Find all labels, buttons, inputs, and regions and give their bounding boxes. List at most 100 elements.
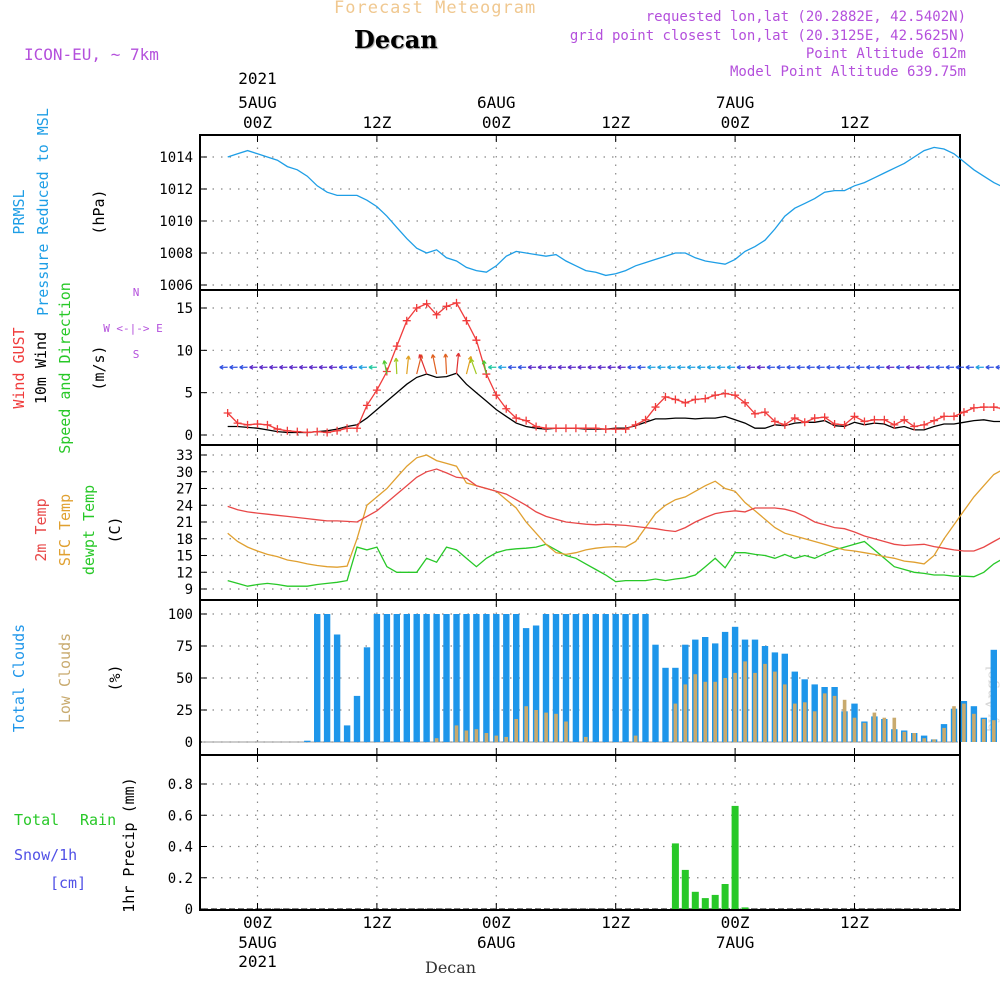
- wind-gust-marker: [362, 401, 371, 410]
- y-tick-label: 1010: [159, 214, 193, 230]
- bottom-axis-label: 5AUG: [238, 933, 277, 952]
- wind-gust-marker: [691, 395, 700, 404]
- wind-gust-marker: [442, 302, 451, 311]
- low-clouds-bar: [812, 711, 817, 742]
- y-tick-label: 12: [176, 565, 193, 581]
- wind-direction-arrow: [846, 364, 855, 370]
- bottom-axis-label: 7AUG: [716, 933, 755, 952]
- wind-gust-marker: [741, 398, 750, 407]
- wind-direction-arrow: [577, 364, 586, 370]
- wind-gust-marker: [810, 414, 819, 423]
- panel-frame: [199, 444, 961, 601]
- wind-gust-marker: [571, 424, 580, 433]
- wind-gust-marker: [552, 424, 560, 433]
- low-clouds-bar: [793, 703, 797, 742]
- y-tick-label: 27: [176, 482, 193, 498]
- wind-gust-marker: [979, 403, 988, 412]
- wind-direction-arrow: [219, 364, 228, 370]
- wind-direction-arrow: [318, 364, 328, 370]
- low-clouds-bar: [942, 727, 946, 742]
- low-clouds-bar: [803, 702, 807, 742]
- wind-gust-marker: [223, 408, 232, 417]
- low-clouds-bar: [932, 739, 936, 742]
- wind-direction-arrow: [736, 364, 746, 370]
- y-tick-label: 0.8: [168, 777, 193, 793]
- total-clouds-bar: [363, 647, 371, 742]
- rain-bar: [701, 898, 709, 909]
- wind-gust-marker: [910, 422, 919, 431]
- wind-gust-marker: [253, 419, 262, 428]
- wind-direction-arrow: [945, 364, 955, 370]
- wind-direction-arrow: [607, 364, 616, 370]
- wind-gust-marker: [412, 304, 421, 312]
- y-label-total-clouds: Total Clouds: [10, 624, 28, 732]
- wind-gust-marker: [432, 310, 441, 319]
- wind-direction-arrow: [746, 364, 756, 370]
- total-clouds-bar: [393, 614, 400, 742]
- wind-direction-arrow: [289, 364, 298, 370]
- low-clouds-bar: [564, 721, 568, 742]
- y-label-percent: (%): [106, 664, 124, 691]
- wind-direction-arrow: [430, 354, 438, 375]
- low-clouds-bar: [673, 703, 678, 742]
- y-tick-label: 75: [176, 639, 193, 655]
- wind-direction-arrow: [706, 364, 716, 370]
- wind-gust-marker: [790, 414, 799, 423]
- panel-frame: [199, 134, 961, 291]
- wind-direction-arrow: [547, 364, 557, 370]
- low-clouds-bar: [892, 717, 897, 742]
- total-clouds-bar: [373, 614, 381, 742]
- wind-gust-marker: [770, 417, 779, 426]
- rain-bar: [731, 805, 739, 909]
- wind-direction-arrow: [677, 364, 686, 370]
- panel-clouds: 0 25 50 75 100: [168, 599, 997, 756]
- wind-gust-marker: [611, 425, 620, 434]
- sfc-temp-line: [227, 454, 1000, 568]
- total-clouds-bar: [642, 614, 649, 742]
- wind-direction-arrow: [687, 364, 696, 370]
- total-clouds-bar: [314, 614, 321, 742]
- wind-direction-arrow: [567, 364, 576, 370]
- wind-direction-arrow: [481, 360, 487, 375]
- low-clouds-bar: [554, 713, 558, 742]
- total-clouds-bar: [513, 614, 520, 742]
- y-label-hpa: (hPa): [90, 189, 108, 234]
- low-clouds-bar: [842, 699, 847, 742]
- wind-gust-marker: [303, 428, 312, 437]
- legend-total: Total: [14, 811, 59, 829]
- top-axis-label: 5AUG: [238, 93, 277, 112]
- legend-cm: [cm]: [50, 874, 86, 892]
- wind-direction-arrow: [756, 364, 765, 370]
- wind-direction-arrow: [955, 364, 964, 370]
- wind-direction-arrow: [416, 354, 424, 375]
- y-label-low-clouds: Low Clouds: [56, 633, 74, 723]
- wind-direction-arrow: [796, 364, 805, 370]
- total-clouds-bar: [582, 614, 589, 742]
- bottom-axis-label: 00Z: [721, 913, 750, 932]
- wind-gust-marker: [850, 412, 859, 421]
- wind-gust-marker: [830, 419, 839, 428]
- wind-gust-marker: [243, 420, 252, 429]
- panel-frame: [199, 754, 961, 911]
- low-clouds-bar: [683, 684, 688, 742]
- wind-direction-arrow: [587, 364, 596, 370]
- top-axis-label: 12Z: [601, 113, 630, 132]
- wind-gust-marker: [681, 398, 690, 407]
- rain-bar: [691, 891, 699, 909]
- wind-direction-arrow: [498, 364, 507, 370]
- wind-gust-marker: [930, 416, 939, 425]
- y-tick-label: 50: [176, 671, 193, 687]
- wind-direction-arrow: [527, 364, 537, 370]
- wind-direction-arrow: [418, 354, 428, 375]
- wind-direction-arrow: [816, 364, 825, 370]
- top-axis-label: 7AUG: [716, 93, 755, 112]
- wind-gust-marker: [890, 420, 899, 429]
- wind-direction-arrow: [995, 364, 1000, 370]
- rain-bar: [681, 869, 689, 909]
- wind-gust-marker: [502, 404, 511, 413]
- total-clouds-bar: [483, 614, 490, 742]
- low-clouds-bar: [584, 736, 588, 742]
- wind-gust-marker: [372, 386, 381, 395]
- wind-direction-arrow: [925, 364, 935, 370]
